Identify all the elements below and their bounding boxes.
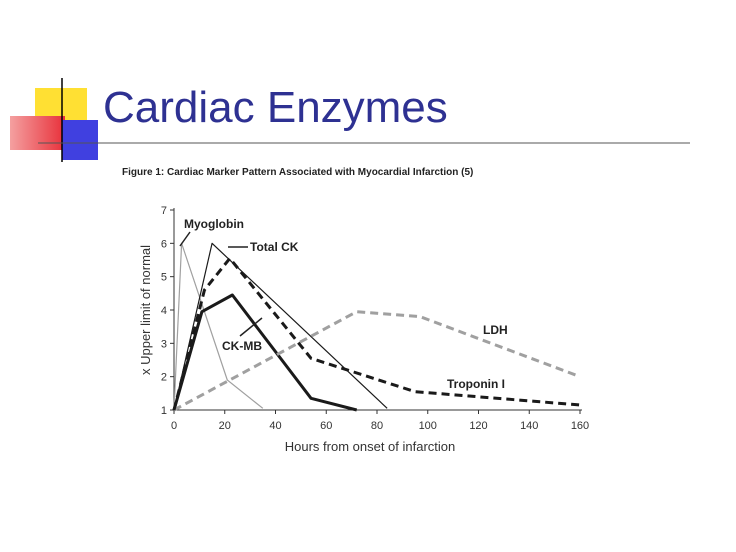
label-leader <box>179 231 191 247</box>
y-tick-label: 6 <box>161 238 167 250</box>
x-tick-label: 160 <box>571 420 589 432</box>
decor-red <box>10 116 65 150</box>
x-axis-title: Hours from onset of infarction <box>285 439 456 454</box>
y-tick-label: 5 <box>161 272 167 284</box>
x-tick-label: 80 <box>371 420 383 432</box>
label-leader <box>239 317 263 337</box>
y-tick-label: 4 <box>161 305 167 317</box>
x-tick-label: 140 <box>520 420 538 432</box>
series-line <box>173 242 264 411</box>
slide-title: Cardiac Enzymes <box>103 83 448 132</box>
y-tick-label: 3 <box>161 338 167 350</box>
x-tick-label: 20 <box>219 420 231 432</box>
series-label: Troponin I <box>447 377 505 391</box>
x-tick-label: 0 <box>171 420 177 432</box>
y-tick-label: 2 <box>161 372 167 384</box>
series-label: CK-MB <box>222 339 262 353</box>
x-tick-label: 60 <box>320 420 332 432</box>
figure-caption: Figure 1: Cardiac Marker Pattern Associa… <box>122 167 473 178</box>
series-line <box>172 256 581 411</box>
x-tick-label: 120 <box>469 420 487 432</box>
y-tick-label: 1 <box>161 405 167 417</box>
series-line <box>173 310 581 412</box>
x-tick-label: 40 <box>269 420 281 432</box>
series-label: LDH <box>483 323 508 337</box>
y-axis-title: x Upper limit of normal <box>138 245 153 375</box>
series-line <box>172 293 358 412</box>
series-label: Total CK <box>250 240 299 254</box>
y-tick-label: 7 <box>161 205 167 217</box>
decor-blue <box>62 120 98 160</box>
series-label: Myoglobin <box>184 217 244 231</box>
x-tick-label: 100 <box>419 420 437 432</box>
series-line <box>173 242 388 411</box>
